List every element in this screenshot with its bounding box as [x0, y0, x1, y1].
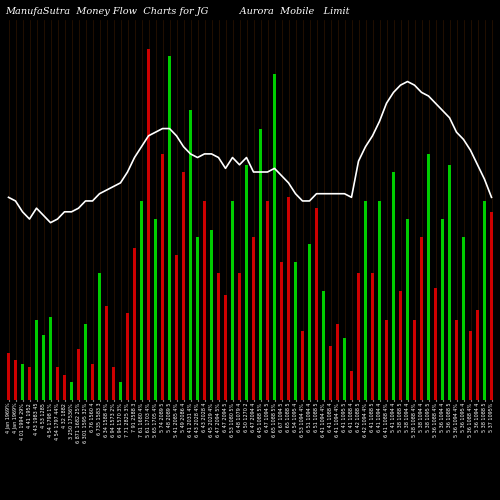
Bar — [280, 262, 283, 400]
Bar — [168, 56, 172, 400]
Bar — [314, 208, 318, 400]
Bar — [356, 274, 360, 400]
Bar — [412, 320, 416, 400]
Bar — [322, 292, 326, 400]
Bar — [42, 335, 46, 400]
Bar — [426, 154, 430, 400]
Bar — [468, 331, 472, 400]
Bar — [300, 331, 304, 400]
Bar — [406, 219, 409, 400]
Bar — [146, 49, 150, 400]
Bar — [98, 274, 102, 400]
Bar — [216, 274, 220, 400]
Bar — [174, 255, 178, 400]
Bar — [154, 219, 158, 400]
Bar — [294, 262, 298, 400]
Bar — [14, 360, 18, 400]
Bar — [244, 165, 248, 400]
Bar — [370, 274, 374, 400]
Bar — [104, 306, 108, 400]
Bar — [448, 165, 452, 400]
Bar — [182, 172, 186, 400]
Bar — [490, 212, 494, 400]
Bar — [140, 201, 143, 400]
Text: ManufaSutra  Money Flow  Charts for JG          Aurora  Mobile   Limit: ManufaSutra Money Flow Charts for JG Aur… — [5, 8, 350, 16]
Bar — [70, 382, 73, 400]
Bar — [6, 353, 10, 400]
Bar — [202, 201, 206, 400]
Bar — [118, 382, 122, 400]
Bar — [188, 110, 192, 400]
Bar — [196, 237, 200, 400]
Bar — [132, 248, 136, 400]
Bar — [454, 320, 458, 400]
Bar — [90, 364, 94, 400]
Bar — [440, 219, 444, 400]
Bar — [76, 350, 80, 400]
Bar — [28, 368, 32, 400]
Bar — [378, 201, 382, 400]
Bar — [160, 154, 164, 400]
Bar — [126, 313, 130, 400]
Bar — [364, 201, 368, 400]
Bar — [224, 295, 228, 400]
Bar — [336, 324, 340, 400]
Bar — [308, 244, 312, 400]
Bar — [62, 374, 66, 400]
Bar — [476, 310, 480, 400]
Bar — [350, 371, 354, 400]
Bar — [252, 237, 256, 400]
Bar — [84, 324, 87, 400]
Bar — [230, 201, 234, 400]
Bar — [238, 274, 242, 400]
Bar — [210, 230, 214, 400]
Bar — [420, 237, 424, 400]
Bar — [482, 201, 486, 400]
Bar — [434, 288, 438, 400]
Bar — [258, 128, 262, 400]
Bar — [392, 172, 396, 400]
Bar — [56, 368, 60, 400]
Bar — [398, 292, 402, 400]
Bar — [328, 346, 332, 400]
Bar — [286, 198, 290, 400]
Bar — [112, 368, 116, 400]
Bar — [462, 237, 466, 400]
Bar — [20, 364, 24, 400]
Bar — [266, 201, 270, 400]
Bar — [384, 320, 388, 400]
Bar — [272, 74, 276, 400]
Bar — [34, 320, 38, 400]
Bar — [342, 338, 346, 400]
Bar — [48, 317, 52, 400]
